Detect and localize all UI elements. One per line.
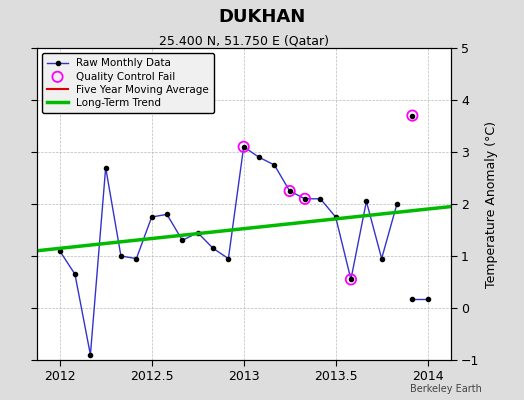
Raw Monthly Data (348, 277, 354, 282)
Raw Monthly Data (317, 196, 323, 201)
Raw Monthly Data (378, 256, 385, 261)
Quality Control Fail (408, 112, 417, 119)
Raw Monthly Data (164, 212, 170, 217)
Raw Monthly Data (103, 165, 109, 170)
Text: Berkeley Earth: Berkeley Earth (410, 384, 482, 394)
Legend: Raw Monthly Data, Quality Control Fail, Five Year Moving Average, Long-Term Tren: Raw Monthly Data, Quality Control Fail, … (42, 53, 214, 113)
Raw Monthly Data (210, 246, 216, 250)
Raw Monthly Data (148, 214, 155, 219)
Raw Monthly Data (333, 214, 339, 219)
Quality Control Fail (239, 144, 248, 150)
Quality Control Fail (347, 276, 355, 282)
Quality Control Fail (301, 196, 309, 202)
Raw Monthly Data (179, 238, 185, 243)
Raw Monthly Data (133, 256, 139, 261)
Raw Monthly Data (394, 202, 400, 206)
Raw Monthly Data (194, 230, 201, 235)
Raw Monthly Data (363, 199, 369, 204)
Raw Monthly Data (88, 352, 94, 357)
Raw Monthly Data (271, 162, 278, 167)
Y-axis label: Temperature Anomaly (°C): Temperature Anomaly (°C) (485, 120, 498, 288)
Raw Monthly Data (57, 248, 63, 253)
Line: Raw Monthly Data: Raw Monthly Data (58, 145, 399, 357)
Raw Monthly Data (287, 189, 293, 194)
Raw Monthly Data (241, 144, 247, 149)
Raw Monthly Data (225, 256, 232, 261)
Raw Monthly Data (256, 155, 262, 160)
Raw Monthly Data (302, 196, 308, 201)
Raw Monthly Data (118, 254, 124, 258)
Text: DUKHAN: DUKHAN (219, 8, 305, 26)
Raw Monthly Data (72, 272, 78, 277)
Title: 25.400 N, 51.750 E (Qatar): 25.400 N, 51.750 E (Qatar) (159, 35, 329, 48)
Quality Control Fail (286, 188, 294, 194)
